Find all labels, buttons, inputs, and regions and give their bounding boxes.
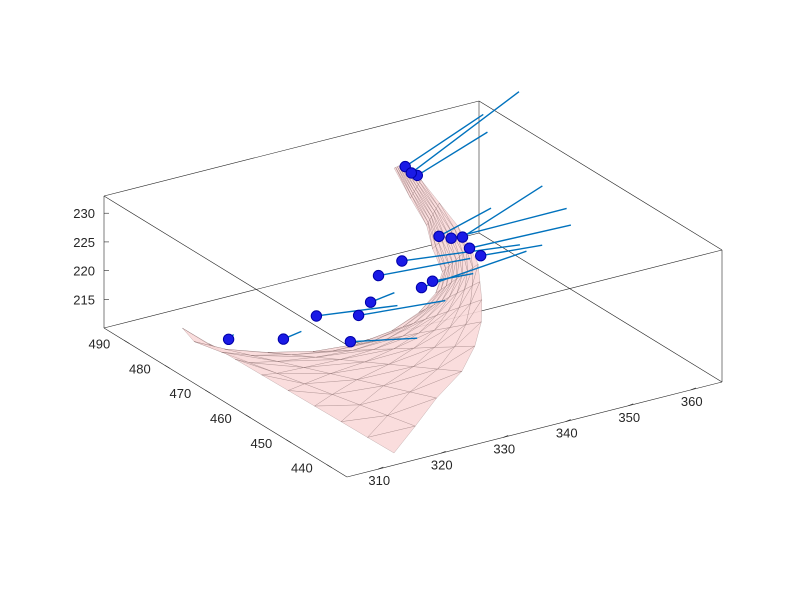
normal-vector bbox=[410, 91, 520, 174]
surface-point-marker bbox=[396, 255, 408, 267]
normal-vectors bbox=[228, 91, 572, 343]
z-tick-label: 215 bbox=[73, 292, 95, 307]
x-tick-mark bbox=[440, 450, 446, 454]
surface-mesh bbox=[182, 161, 483, 454]
normal-vector bbox=[358, 299, 446, 317]
y-tick-mark bbox=[326, 464, 332, 468]
mesh-triangle bbox=[465, 299, 482, 325]
mesh-triangle bbox=[454, 321, 482, 347]
y-axis-line bbox=[103, 327, 348, 478]
box-edge-back-bottom bbox=[103, 232, 480, 329]
y-tick-mark bbox=[164, 364, 170, 369]
surface-point-marker bbox=[456, 231, 469, 243]
box-edge-right-bottom bbox=[478, 232, 723, 383]
x-tick-mark bbox=[378, 466, 384, 470]
surface-point-marker bbox=[445, 232, 457, 244]
y-tick-mark bbox=[124, 340, 130, 344]
normal-vector bbox=[421, 250, 527, 289]
surface-points bbox=[222, 160, 487, 348]
surface-point-marker bbox=[310, 310, 323, 322]
surface-point-marker bbox=[372, 269, 385, 282]
surface-point-marker bbox=[475, 250, 487, 262]
y-tick-mark bbox=[286, 439, 292, 444]
y-tick-mark bbox=[205, 389, 211, 394]
y-tick-label: 490 bbox=[89, 336, 111, 351]
mesh-triangle bbox=[472, 264, 481, 286]
normal-vector bbox=[480, 244, 543, 257]
normal-vector bbox=[462, 185, 543, 238]
normal-vector bbox=[401, 244, 521, 262]
x-tick-label: 320 bbox=[431, 457, 453, 472]
surface-point-marker bbox=[352, 309, 365, 322]
surface-point-marker bbox=[463, 242, 476, 254]
x-tick-label: 350 bbox=[618, 410, 640, 425]
surface-point-marker bbox=[426, 275, 439, 287]
x-tick-mark bbox=[690, 387, 696, 391]
normal-vector bbox=[350, 337, 418, 343]
mesh-triangle bbox=[437, 345, 476, 372]
surface-point-marker bbox=[405, 167, 417, 179]
mesh-triangle bbox=[420, 179, 440, 207]
axes-box-back bbox=[103, 100, 723, 383]
normal-vector bbox=[438, 207, 492, 237]
y-tick-mark bbox=[245, 414, 251, 419]
mesh-triangle bbox=[387, 397, 438, 427]
surface-point-marker bbox=[222, 333, 235, 345]
normal-vector bbox=[404, 113, 484, 168]
x-tick-label: 360 bbox=[681, 394, 703, 409]
y-tick-label: 460 bbox=[210, 411, 232, 426]
normal-vector bbox=[416, 131, 488, 177]
z-tick-label: 220 bbox=[73, 264, 95, 279]
surface-point-marker bbox=[433, 230, 445, 243]
x-tick-label: 340 bbox=[556, 426, 578, 441]
x-axis-line bbox=[346, 381, 723, 478]
surface-point-marker bbox=[364, 296, 377, 308]
normal-vector bbox=[378, 257, 471, 277]
y-tick-label: 450 bbox=[251, 436, 273, 451]
box-edge-top-left bbox=[103, 195, 348, 346]
normal-vector bbox=[469, 224, 572, 249]
normal-vector bbox=[451, 207, 567, 239]
mesh-triangle bbox=[367, 425, 416, 454]
z-tick-label: 230 bbox=[73, 206, 95, 221]
surface-point-marker bbox=[344, 336, 357, 348]
mesh-triangle bbox=[409, 371, 463, 399]
box-edge-top-back bbox=[103, 100, 480, 197]
surface-point-marker bbox=[415, 281, 428, 294]
y-tick-label: 470 bbox=[170, 386, 192, 401]
x-tick-mark bbox=[628, 403, 634, 407]
x-tick-mark bbox=[503, 435, 509, 438]
y-tick-label: 440 bbox=[291, 461, 313, 476]
z-tick-label: 225 bbox=[73, 235, 95, 250]
box-edge-top-right bbox=[478, 100, 723, 251]
axis-ticks bbox=[104, 212, 696, 470]
axis-tick-labels: 310 320 330 340 350 360 440 450 460 470 480 490 215 2… bbox=[73, 206, 702, 488]
x-tick-mark bbox=[565, 419, 571, 422]
x-tick-label: 330 bbox=[493, 441, 515, 456]
mesh-triangle bbox=[470, 281, 482, 304]
normal-vector bbox=[432, 272, 474, 282]
axes-box-front bbox=[103, 327, 723, 478]
surface-point-marker bbox=[277, 333, 290, 345]
y-tick-label: 480 bbox=[129, 361, 151, 376]
x-tick-label: 310 bbox=[368, 473, 390, 488]
